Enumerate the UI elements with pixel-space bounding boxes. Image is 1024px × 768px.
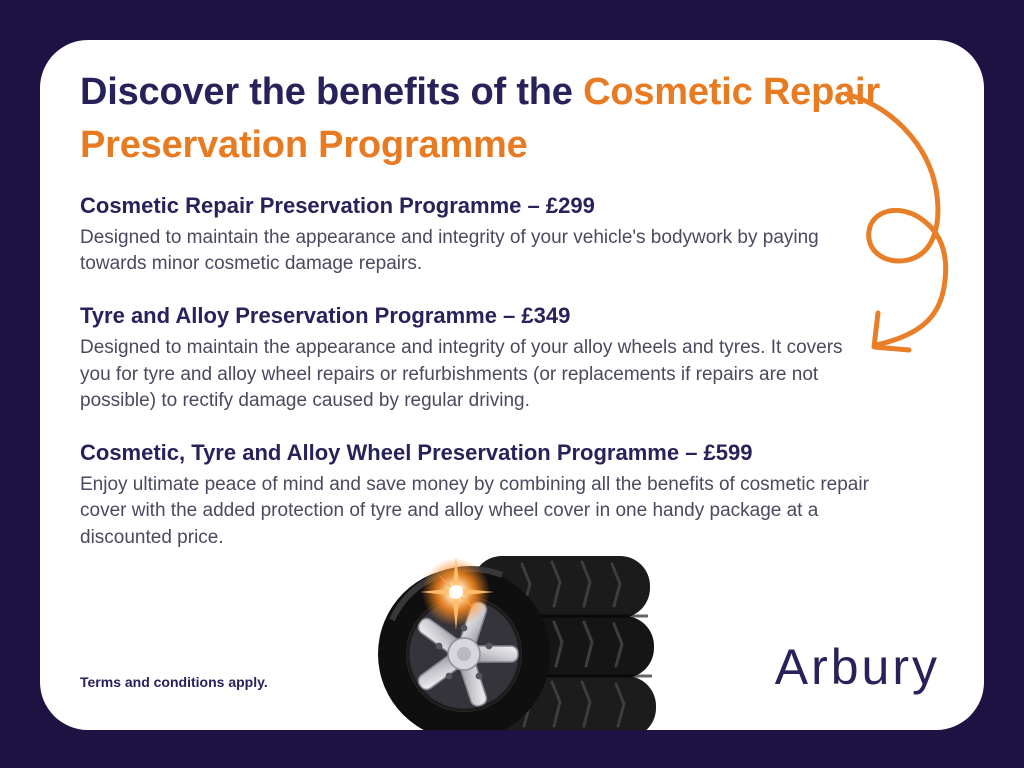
flare: [420, 556, 494, 630]
tyres-image: [372, 550, 662, 730]
programme-section-cosmetic: Cosmetic Repair Preservation Programme –…: [80, 193, 872, 277]
programme-description: Designed to maintain the appearance and …: [80, 227, 819, 275]
programme-title: Cosmetic Repair Preservation Programme –…: [80, 193, 595, 218]
swirl-arrow-icon: [836, 84, 968, 356]
programme-section-combined: Cosmetic, Tyre and Alloy Wheel Preservat…: [80, 440, 872, 551]
programme-description: Enjoy ultimate peace of mind and save mo…: [80, 474, 869, 548]
page-title: Discover the benefits of the Cosmetic Re…: [80, 66, 890, 172]
headline-navy-text: Discover the benefits of the: [80, 71, 584, 113]
headline-orange-text: Cosmetic Repair Preservation Programme: [80, 71, 880, 167]
programme-title: Tyre and Alloy Preservation Programme – …: [80, 303, 571, 329]
arbury-logo: Arbury: [774, 639, 940, 695]
terms-note: Terms and conditions apply.: [80, 674, 268, 690]
programme-description: Designed to maintain the appearance and …: [80, 337, 843, 411]
flyer-card: Discover the benefits of the Cosmetic Re…: [40, 40, 984, 730]
programme-list: Cosmetic Repair Preservation Programme –…: [80, 193, 872, 577]
programme-title: Cosmetic, Tyre and Alloy Wheel Preservat…: [80, 440, 753, 466]
programme-section-tyre-alloy: Tyre and Alloy Preservation Programme – …: [80, 303, 872, 414]
